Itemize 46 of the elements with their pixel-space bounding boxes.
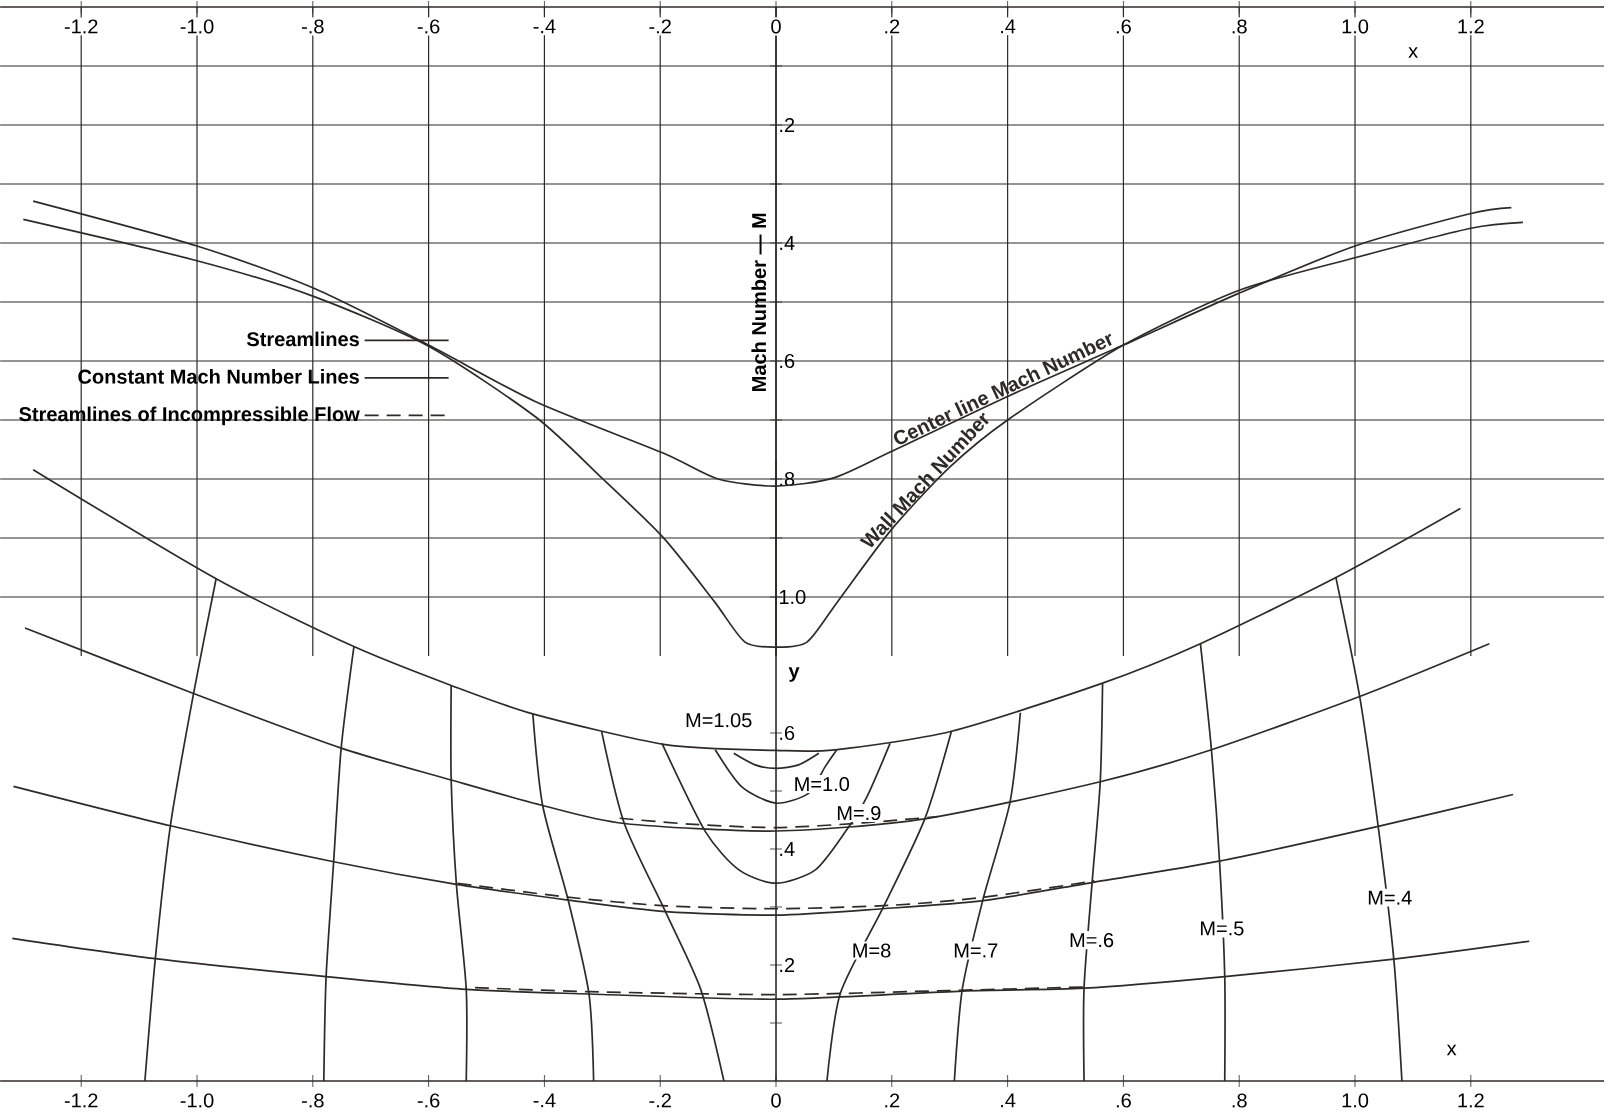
annotation: M=1.05	[686, 713, 752, 728]
y-tick-label: .2	[780, 958, 795, 972]
annotation: M=.4	[1368, 890, 1412, 905]
x-tick-label: .6	[1116, 19, 1131, 34]
x-tick-label: -.8	[302, 19, 324, 34]
annotation: M=.5	[1200, 921, 1244, 936]
x-axis-title: x	[1408, 47, 1418, 58]
x-tick-label: .2	[885, 19, 900, 34]
x-tick-label: -.2	[649, 19, 671, 34]
y-tick-label: .8	[780, 471, 795, 487]
y-tick-label: .2	[780, 118, 795, 132]
x-tick-label: -.6	[417, 1093, 440, 1108]
x-tick-label: -.8	[302, 1093, 324, 1108]
x-tick-label: 1.2	[1458, 19, 1484, 34]
x-tick-label: -.4	[533, 19, 556, 34]
x-tick-label: .8	[1232, 1093, 1247, 1108]
x-tick-label: .6	[1116, 1093, 1131, 1108]
x-tick-label: -1.0	[180, 19, 214, 34]
y-tick-label: .4	[780, 842, 795, 856]
annotation: M=.6	[1070, 932, 1114, 948]
x-tick-label: .2	[885, 1093, 900, 1108]
y-axis-title: Mach Number — M	[751, 213, 767, 391]
x-tick-label: -1.0	[180, 1093, 214, 1108]
annotation: M=1.0	[795, 776, 850, 792]
x-tick-label: 1.0	[1342, 19, 1369, 34]
x-tick-label: -1.2	[64, 1093, 98, 1108]
y-tick-label: .6	[780, 353, 795, 369]
y-tick-label: .6	[780, 725, 795, 741]
x-tick-label: -1.2	[64, 19, 98, 34]
x-axis-title: x	[1446, 1044, 1457, 1056]
x-tick-label: -.4	[533, 1093, 556, 1108]
y-axis-title: y	[788, 667, 800, 682]
x-tick-label: 0	[771, 1093, 781, 1108]
x-tick-label: 1.2	[1458, 1093, 1484, 1108]
y-tick-label: 1.0	[779, 589, 806, 605]
x-tick-label: 1.0	[1342, 1093, 1369, 1108]
annotation: M=8	[853, 943, 891, 958]
x-tick-label: -.6	[417, 19, 440, 34]
x-tick-label: .4	[1001, 1093, 1016, 1108]
x-tick-label: .4	[1001, 19, 1016, 34]
x-tick-label: 0	[771, 19, 781, 34]
annotation: M=.9	[837, 805, 881, 821]
y-tick-label: .4	[780, 236, 795, 250]
x-tick-label: .8	[1232, 19, 1247, 34]
annotation: M=.7	[954, 943, 998, 958]
x-tick-label: -.2	[649, 1093, 671, 1108]
